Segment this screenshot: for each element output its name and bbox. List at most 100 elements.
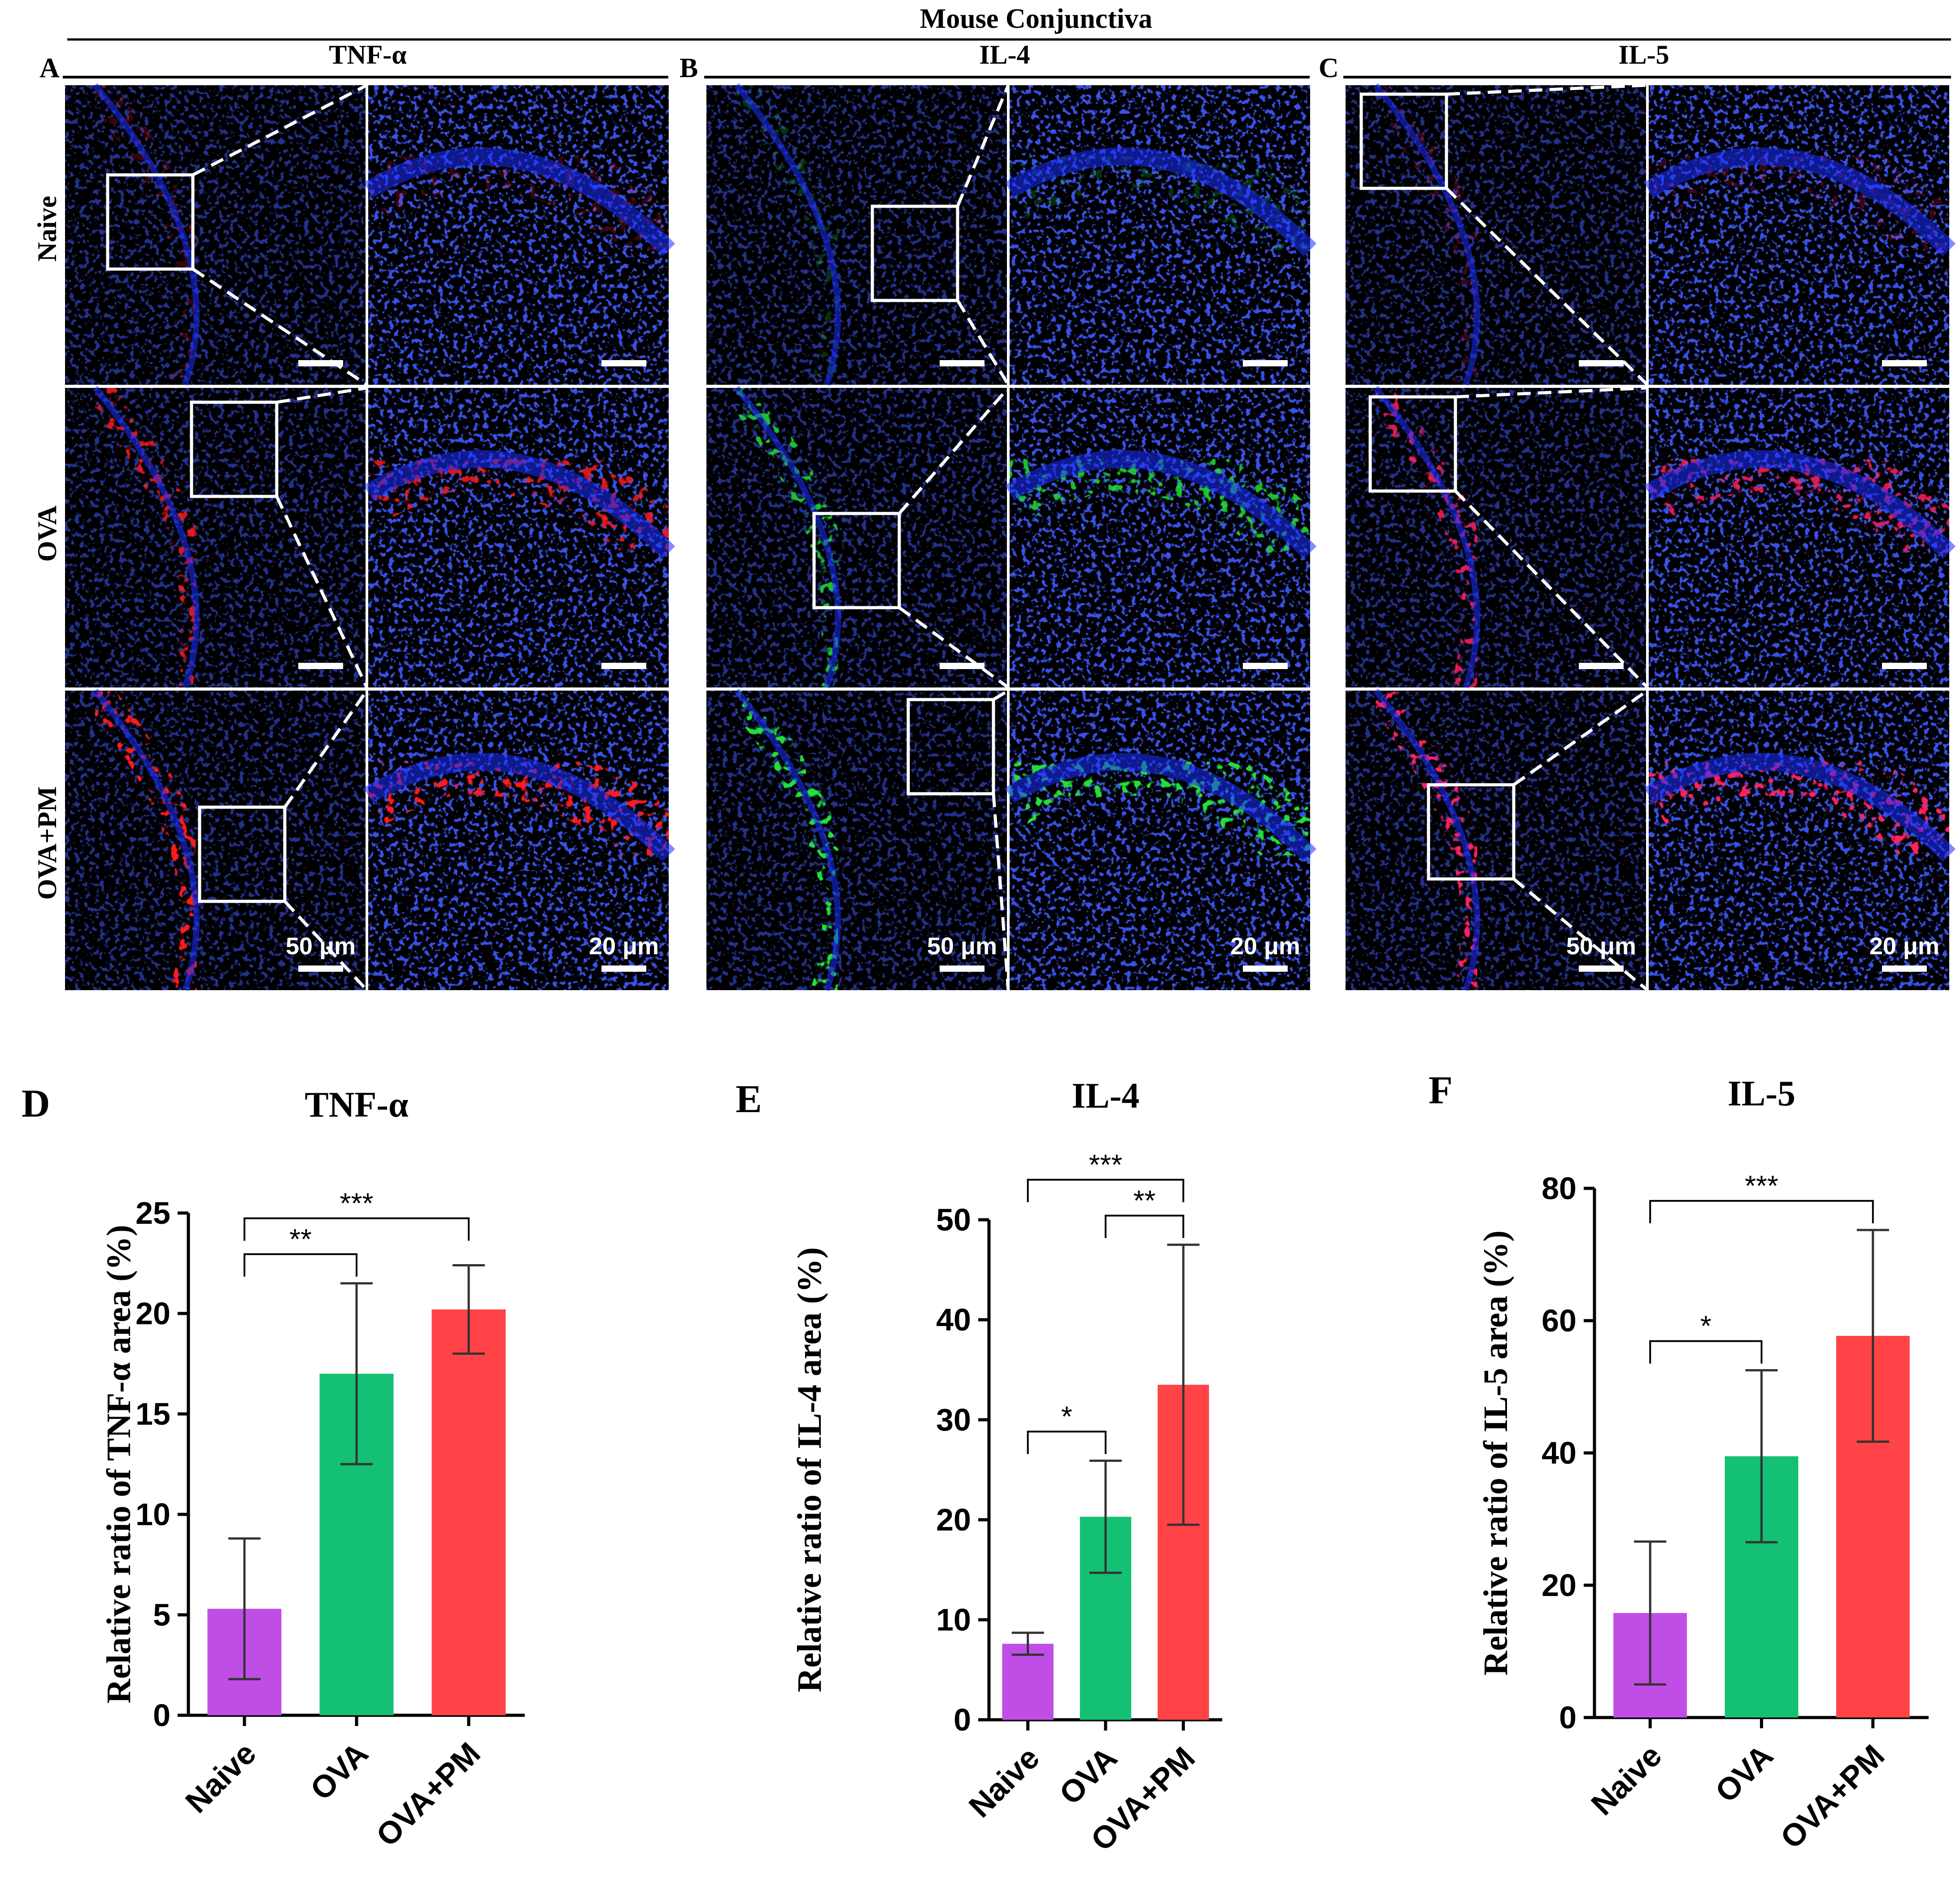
micrograph-il4-ova-pm-zoom: 20 μm [992, 691, 1334, 990]
inset-box [1427, 783, 1516, 881]
inset-box [906, 698, 995, 796]
epithelium-layer [92, 83, 200, 386]
significance-bracket [244, 1253, 357, 1277]
scale-bar [940, 360, 984, 366]
x-tick-label: OVA [1053, 1740, 1124, 1811]
figure-title: Mouse Conjunctiva [920, 4, 1152, 34]
y-tick-label: 20 [135, 1296, 170, 1331]
micrograph-il4-ova-pm-overview: 50 μm [706, 680, 1007, 996]
y-tick-label: 0 [153, 1698, 170, 1733]
y-tick-label: 60 [1542, 1303, 1577, 1338]
chart-d: TNF-α Relative ratio of TNF-α area (%) 0 5 1… [100, 1085, 525, 1853]
zoom-connector-line [992, 793, 1010, 991]
inset-box [190, 400, 279, 498]
zoom-connector-line [1445, 187, 1649, 386]
chart-f: IL-5 Relative ratio of IL-5 area (%) 0 20 40… [1477, 1074, 1929, 1855]
epithelium-layer [1005, 752, 1317, 862]
panel-letter-d: D [22, 1082, 50, 1126]
scale-bar [1882, 965, 1927, 972]
micrograph-tnf-naive-overview [65, 75, 366, 390]
chart-title: IL-5 [1728, 1074, 1795, 1113]
scale-bar [601, 360, 646, 366]
y-tick-label: 25 [135, 1196, 170, 1231]
zoom-connector-line [275, 496, 369, 688]
y-tick-label: 30 [936, 1402, 971, 1437]
significance-bracket [1649, 1340, 1763, 1364]
zoom-connector-line [283, 689, 368, 809]
column-header-il4: IL-4 [979, 40, 1030, 70]
inset-box [1359, 92, 1448, 190]
scale-bar [1579, 360, 1624, 366]
zoom-connector-line [956, 84, 1010, 207]
scale-bar-label: 50 μm [286, 933, 356, 960]
zoom-connector-line [1512, 689, 1649, 786]
significance-bracket [244, 1217, 470, 1241]
zoom-connector-line [993, 689, 1009, 701]
scale-bar-label: 20 μm [1869, 933, 1939, 960]
scale-bar [298, 663, 343, 669]
micrograph-tnf-ova-overview [65, 378, 366, 693]
bar-charts: TNF-α Relative ratio of TNF-α area (%) 0 5 1… [100, 1074, 1929, 1857]
y-tick-label: 0 [954, 1702, 971, 1737]
inset-box [812, 512, 901, 609]
significance-marker: * [1700, 1310, 1712, 1342]
micrograph-il5-ova-pm-overview: 50 μm [1346, 680, 1646, 996]
epithelium-layer [1005, 450, 1317, 559]
zoom-connector-line [192, 83, 368, 177]
micrograph-il5-ova-pm-zoom: 20 μm [1631, 691, 1960, 990]
scale-bar [940, 965, 984, 972]
y-axis-label: Relative ratio of IL-4 area (%) [791, 1247, 828, 1692]
significance-marker: *** [1089, 1148, 1123, 1181]
micrograph-il4-ova-overview [706, 378, 1007, 693]
significance-bracket [1105, 1214, 1185, 1238]
chart-title: TNF-α [305, 1085, 408, 1125]
x-tick-label: OVA [304, 1735, 375, 1807]
micrograph-il5-ova-overview [1346, 378, 1646, 693]
micrograph-tnf-naive-zoom [351, 85, 693, 385]
significance-marker: *** [1745, 1170, 1778, 1202]
scale-bar [601, 663, 646, 669]
epithelium-layer [734, 386, 841, 689]
significance-bracket [1027, 1178, 1185, 1202]
scale-bar-label: 50 μm [1566, 933, 1636, 960]
zoom-connector-line [1512, 878, 1649, 991]
scale-bar-label: 20 μm [1230, 933, 1300, 960]
zoom-connector-line [1455, 386, 1648, 399]
significance-marker: ** [1133, 1184, 1156, 1217]
y-tick-label: 5 [153, 1597, 170, 1632]
epithelium-layer [1373, 688, 1481, 991]
y-tick-label: 0 [1559, 1700, 1577, 1735]
row-label-naive: Naive [32, 196, 62, 262]
row-label-ova-pm: OVA+PM [32, 786, 62, 900]
micrograph-tnf-ova-zoom [351, 388, 693, 687]
x-tick-label: Naive [179, 1735, 262, 1819]
significance-bracket [1649, 1200, 1874, 1223]
scale-bar [1882, 360, 1927, 366]
inset-box [1368, 395, 1457, 493]
scale-bar [1243, 360, 1288, 366]
micrograph-tnf-ova-pm-zoom: 20 μm [351, 691, 693, 990]
x-tick-label: Naive [962, 1740, 1046, 1824]
zoom-connector-line [956, 300, 1010, 386]
bar-ova-pm [431, 1309, 506, 1715]
column-header-tnf: TNF-α [329, 40, 406, 70]
bar-naive [1002, 1644, 1054, 1720]
epithelium-layer [734, 83, 841, 386]
panel-letter-f: F [1429, 1069, 1453, 1112]
scale-bar [1243, 965, 1288, 972]
scale-bar [940, 663, 984, 669]
epithelium-layer [92, 688, 200, 991]
row-label-ova: OVA [32, 505, 62, 562]
x-tick-label: OVA+PM [1774, 1738, 1891, 1855]
significance-marker: * [1061, 1400, 1072, 1432]
micrograph-il4-naive-zoom [992, 85, 1334, 385]
epithelium-layer [1373, 386, 1481, 689]
zoom-connector-line [192, 268, 368, 386]
scale-bar [1243, 663, 1288, 669]
epithelium-layer [1005, 147, 1317, 257]
x-tick-label: OVA [1708, 1738, 1780, 1809]
panel-letter-e: E [736, 1078, 762, 1121]
panel-letter-a: A [39, 53, 60, 83]
y-tick-label: 20 [936, 1502, 971, 1537]
